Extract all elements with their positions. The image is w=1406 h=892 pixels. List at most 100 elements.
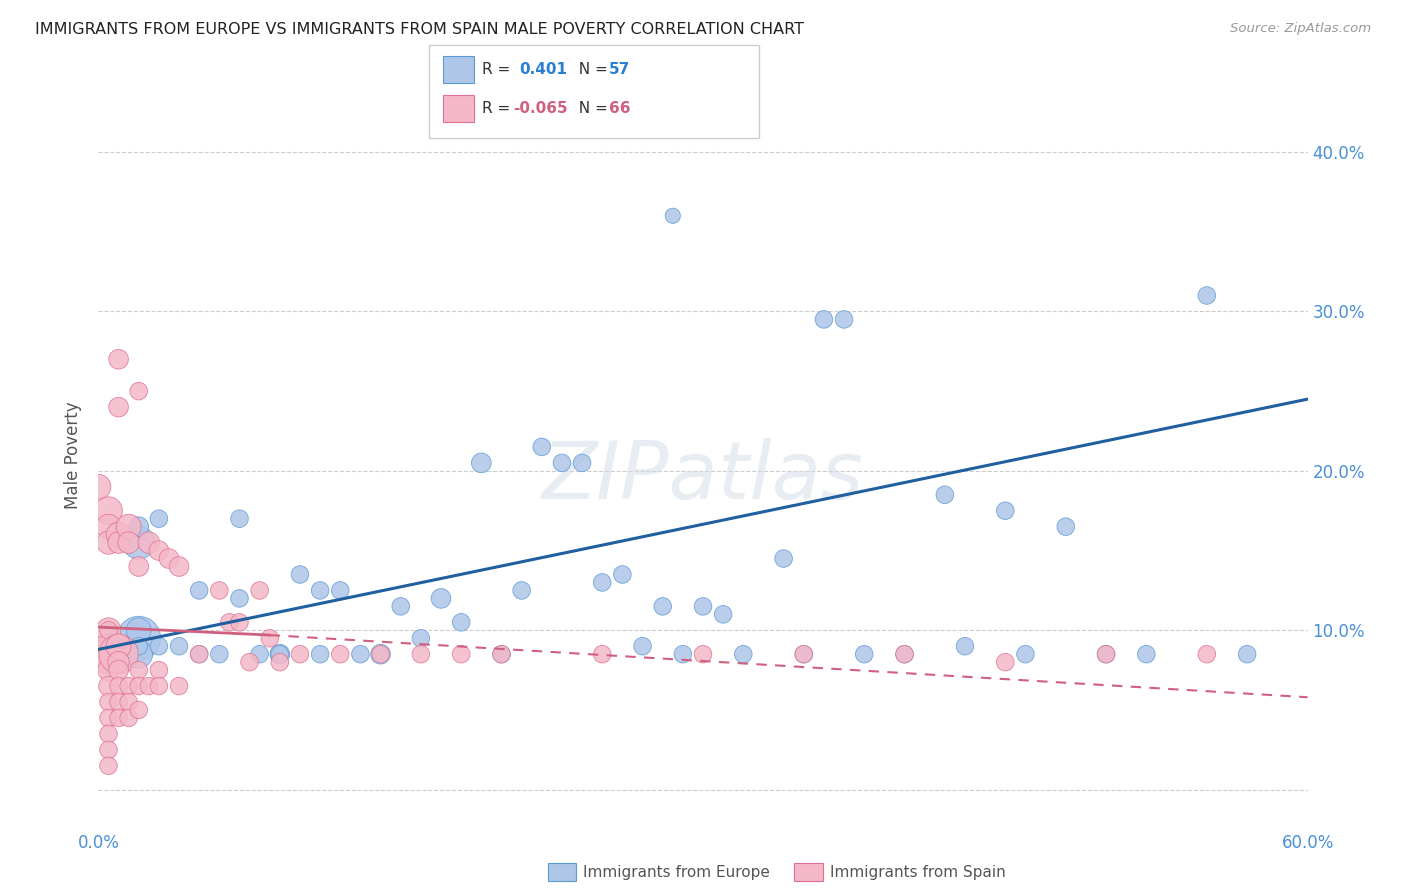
Point [571,456,593,470]
Point [128,535,150,549]
Point [491,647,513,661]
Point [107,647,129,661]
Point [510,583,533,598]
Point [148,679,170,693]
Point [329,647,352,661]
Point [329,583,352,598]
Point [249,583,271,598]
Text: Source: ZipAtlas.com: Source: ZipAtlas.com [1230,22,1371,36]
Point [97,639,120,653]
Point [530,440,553,454]
Point [288,647,311,661]
Point [228,591,250,606]
Point [1195,647,1218,661]
Point [208,647,231,661]
Point [994,655,1017,669]
Text: 66: 66 [609,102,630,116]
Point [128,624,150,638]
Point [1095,647,1118,661]
Point [128,647,150,661]
Point [793,647,815,661]
Point [591,575,613,590]
Point [661,209,683,223]
Point [87,480,110,494]
Point [893,647,915,661]
Point [107,400,129,414]
Point [470,456,492,470]
Point [309,583,332,598]
Text: Immigrants from Europe: Immigrants from Europe [583,865,770,880]
Point [118,695,141,709]
Point [672,647,695,661]
Point [97,695,120,709]
Point [389,599,412,614]
Point [97,759,120,773]
Point [631,639,654,653]
Point [128,384,150,399]
Text: R =: R = [482,62,520,77]
Point [269,647,291,661]
Point [208,583,231,598]
Point [107,695,129,709]
Point [97,727,120,741]
Point [349,647,371,661]
Point [118,519,141,533]
Point [148,511,170,525]
Point [128,632,150,646]
Point [612,567,634,582]
Point [167,679,190,693]
Point [97,679,120,693]
Point [370,647,392,661]
Point [651,599,673,614]
Point [157,551,180,566]
Point [269,655,291,669]
Point [934,488,956,502]
Point [309,647,332,661]
Point [1014,647,1036,661]
Point [107,527,129,541]
Point [128,703,150,717]
Point [97,519,120,533]
Text: R =: R = [482,102,516,116]
Point [97,624,120,638]
Point [813,312,835,326]
Point [1054,519,1077,533]
Point [1195,288,1218,302]
Point [591,647,613,661]
Point [1095,647,1118,661]
Point [692,599,714,614]
Text: IMMIGRANTS FROM EUROPE VS IMMIGRANTS FROM SPAIN MALE POVERTY CORRELATION CHART: IMMIGRANTS FROM EUROPE VS IMMIGRANTS FRO… [35,22,804,37]
Text: 57: 57 [609,62,630,77]
Text: N =: N = [569,62,613,77]
Point [188,647,211,661]
Point [118,535,141,549]
Point [167,559,190,574]
Point [97,711,120,725]
Point [128,639,150,653]
Point [97,504,120,518]
Point [832,312,855,326]
Point [97,647,120,661]
Point [409,632,432,646]
Point [370,647,392,661]
Point [491,647,513,661]
Point [450,615,472,630]
Point [128,679,150,693]
Point [269,647,291,661]
Point [118,711,141,725]
Point [107,655,129,669]
Point [1135,647,1157,661]
Point [138,535,160,549]
Point [450,647,472,661]
Point [288,567,311,582]
Point [128,663,150,677]
Text: 0.401: 0.401 [519,62,567,77]
Point [953,639,976,653]
Point [97,743,120,757]
Point [107,352,129,367]
Point [893,647,915,661]
Text: Immigrants from Spain: Immigrants from Spain [830,865,1005,880]
Point [97,647,120,661]
Point [138,679,160,693]
Point [733,647,755,661]
